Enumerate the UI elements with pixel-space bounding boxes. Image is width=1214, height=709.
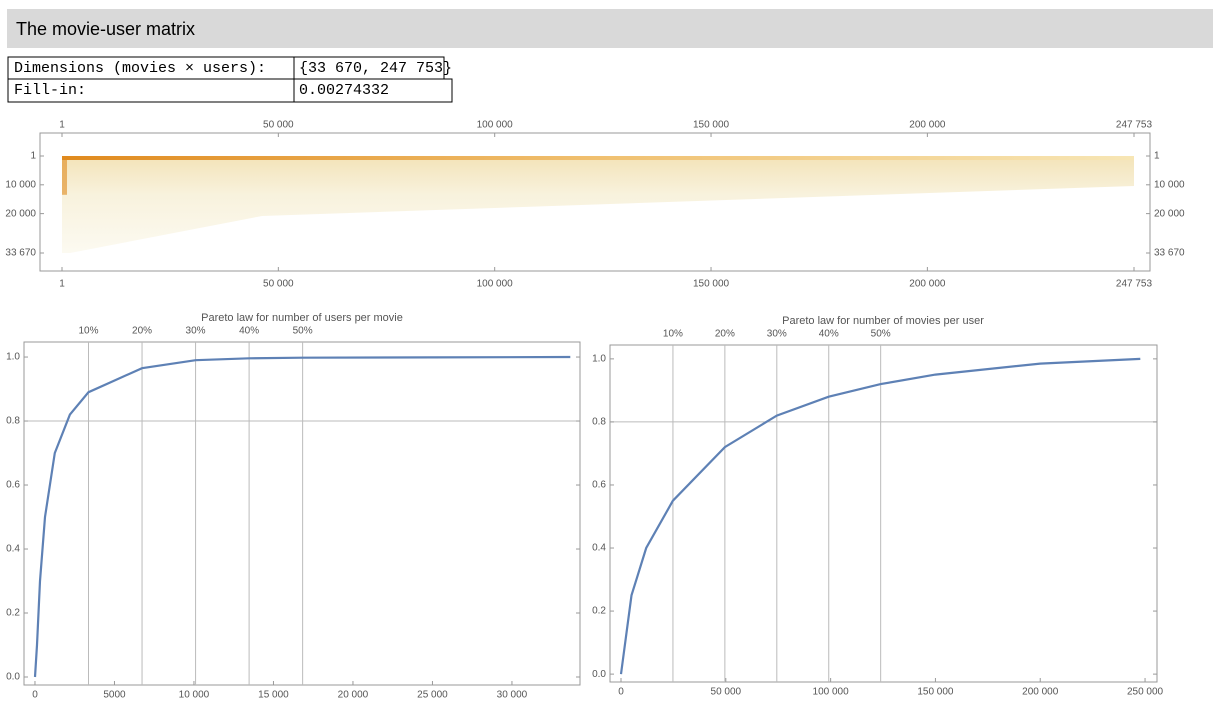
table-cell: Fill-in: — [14, 82, 86, 99]
y-tick-label: 0.6 — [592, 480, 606, 491]
x-tick-label: 100 000 — [477, 120, 514, 131]
y-tick-label: 33 670 — [5, 248, 36, 259]
x-tick-label: 200 000 — [1022, 687, 1059, 698]
y-tick-label: 0.2 — [6, 608, 20, 619]
matrix-band — [62, 155, 1134, 160]
x-tick-label: 5000 — [103, 690, 126, 701]
x-tick-label: 1 — [59, 120, 65, 131]
y-tick-label: 0.6 — [6, 480, 20, 491]
x-tick-label: 25 000 — [417, 690, 448, 701]
x2-tick-label: 50% — [871, 329, 891, 340]
x2-tick-label: 30% — [186, 326, 206, 337]
x-tick-label: 15 000 — [258, 690, 289, 701]
x2-tick-label: 20% — [715, 329, 735, 340]
y-tick-label: 1.0 — [592, 354, 606, 365]
x-tick-label: 50 000 — [263, 279, 294, 290]
curve — [619, 357, 1141, 675]
x2-tick-label: 20% — [132, 326, 152, 337]
x2-tick-label: 10% — [663, 329, 683, 340]
x-tick-label: 20 000 — [338, 690, 369, 701]
y-tick-label: 0.2 — [592, 606, 606, 617]
x-tick-label: 0 — [32, 690, 38, 701]
matrix-fill — [62, 155, 1134, 253]
y-tick-label: 1 — [1154, 151, 1160, 162]
y-tick-label: 0.8 — [6, 416, 20, 427]
x-tick-label: 247 753 — [1116, 120, 1153, 131]
cell — [293, 78, 453, 103]
y-tick-label: 0.4 — [6, 544, 20, 555]
y-tick-label: 0.8 — [592, 417, 606, 428]
x-tick-label: 200 000 — [909, 120, 946, 131]
x-tick-label: 150 000 — [917, 687, 954, 698]
y-tick-label: 20 000 — [1154, 208, 1185, 219]
x-tick-label: 0 — [618, 687, 624, 698]
y-tick-label: 0.0 — [592, 669, 606, 680]
x-tick-label: 10 000 — [179, 690, 210, 701]
table — [7, 56, 453, 103]
plot-frame — [609, 344, 1158, 683]
chart-title: Pareto law for number of users per movie — [201, 312, 403, 324]
x-tick-label: 100 000 — [477, 279, 514, 290]
chart-title: Pareto law for number of movies per user — [782, 315, 984, 327]
plot-frame — [23, 341, 581, 686]
y-tick-label: 20 000 — [5, 208, 36, 219]
x-tick-label: 250 000 — [1127, 687, 1164, 698]
x-tick-label: 100 000 — [813, 687, 850, 698]
table-cell: 0.00274332 — [299, 82, 389, 99]
y-tick-label: 0.4 — [592, 543, 606, 554]
x-tick-label: 1 — [59, 279, 65, 290]
x-tick-label: 50 000 — [711, 687, 742, 698]
header-bar — [7, 9, 1213, 48]
x-tick-label: 150 000 — [693, 120, 730, 131]
x-tick-label: 200 000 — [909, 279, 946, 290]
y-tick-label: 1 — [30, 151, 36, 162]
table-cell: {33 670, 247 753} — [299, 60, 452, 77]
table-cell: Dimensions (movies × users): — [14, 60, 266, 77]
x2-tick-label: 40% — [819, 329, 839, 340]
matrix-left — [62, 155, 68, 195]
y-tick-label: 33 670 — [1154, 248, 1185, 259]
header-title: The movie-user matrix — [16, 19, 195, 39]
x-tick-label: 30 000 — [497, 690, 528, 701]
x2-tick-label: 10% — [78, 326, 98, 337]
x-tick-label: 50 000 — [263, 120, 294, 131]
curve — [33, 355, 571, 678]
plot-frame — [39, 132, 1151, 272]
x-tick-label: 247 753 — [1116, 279, 1153, 290]
x2-tick-label: 40% — [239, 326, 259, 337]
x2-tick-label: 30% — [767, 329, 787, 340]
y-tick-label: 10 000 — [5, 179, 36, 190]
y-tick-label: 0.0 — [6, 672, 20, 683]
y-tick-label: 10 000 — [1154, 179, 1185, 190]
x-tick-label: 150 000 — [693, 279, 730, 290]
y-tick-label: 1.0 — [6, 352, 20, 363]
x2-tick-label: 50% — [293, 326, 313, 337]
